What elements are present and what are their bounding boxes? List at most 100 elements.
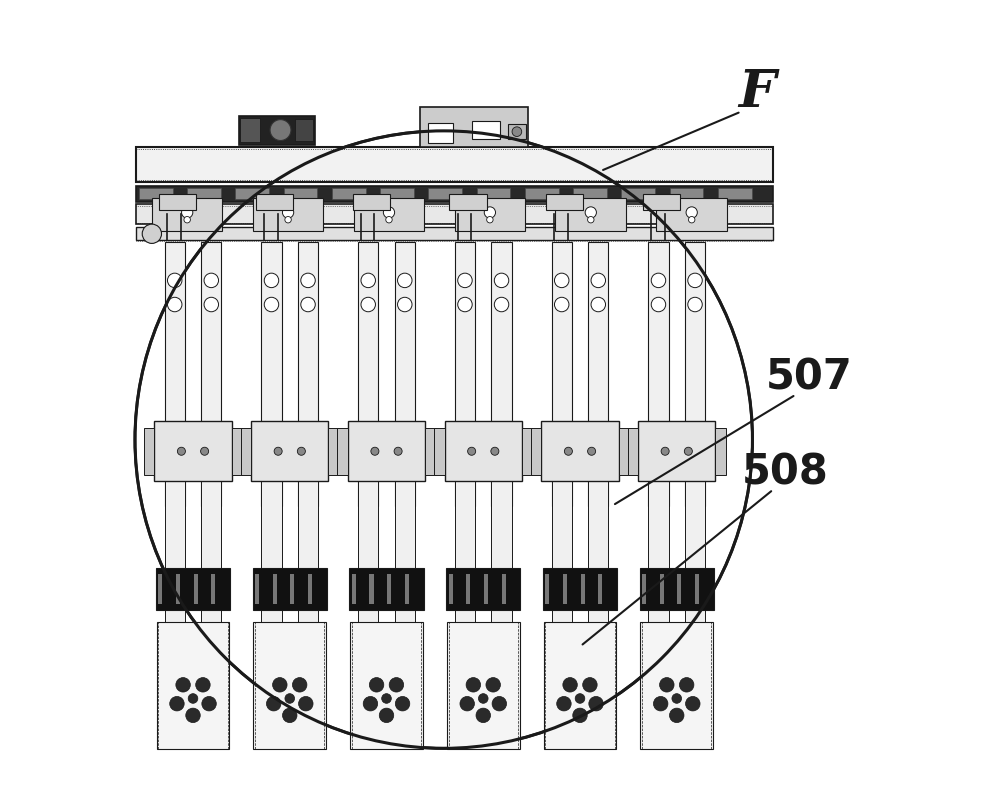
Bar	[455, 606, 475, 634]
Circle shape	[273, 678, 287, 692]
Bar	[350, 622, 423, 749]
Circle shape	[660, 678, 674, 692]
Circle shape	[591, 274, 606, 288]
Bar	[420, 108, 528, 148]
Bar	[261, 606, 282, 634]
Bar	[522, 428, 532, 475]
Circle shape	[167, 274, 182, 288]
Circle shape	[204, 274, 219, 288]
Circle shape	[591, 298, 606, 312]
Circle shape	[285, 694, 295, 703]
Bar	[261, 482, 282, 578]
Circle shape	[585, 207, 596, 219]
Bar	[588, 243, 608, 506]
Bar	[187, 189, 221, 200]
Bar	[428, 124, 453, 144]
Bar	[349, 569, 424, 610]
Bar	[718, 189, 752, 200]
Bar	[380, 189, 414, 200]
Bar	[395, 243, 415, 506]
Bar	[298, 606, 318, 634]
Circle shape	[186, 708, 200, 723]
Bar	[348, 422, 425, 482]
Bar	[648, 606, 669, 634]
Bar	[136, 205, 773, 225]
Circle shape	[588, 217, 594, 224]
Bar	[201, 606, 221, 634]
Bar	[255, 574, 259, 605]
Bar	[543, 569, 617, 610]
Bar	[158, 574, 162, 605]
Bar	[353, 194, 390, 210]
Bar	[434, 428, 445, 475]
Bar	[455, 243, 475, 506]
Bar	[352, 574, 356, 605]
Circle shape	[264, 298, 279, 312]
Bar	[136, 186, 773, 202]
Circle shape	[182, 207, 193, 219]
Bar	[621, 189, 655, 200]
Circle shape	[285, 217, 291, 224]
Circle shape	[670, 708, 684, 723]
Bar	[157, 622, 229, 749]
Bar	[546, 194, 583, 210]
Circle shape	[394, 448, 402, 456]
Bar	[640, 569, 714, 610]
Circle shape	[382, 694, 391, 703]
Bar	[240, 119, 260, 143]
Bar	[239, 116, 315, 145]
Circle shape	[363, 696, 378, 711]
Bar	[253, 622, 326, 749]
Circle shape	[564, 448, 572, 456]
Bar	[449, 194, 487, 210]
Bar	[405, 574, 409, 605]
Bar	[358, 606, 378, 634]
Bar	[484, 574, 488, 605]
Bar	[555, 198, 626, 231]
Circle shape	[177, 448, 185, 456]
Bar	[660, 574, 664, 605]
Bar	[619, 428, 629, 475]
Circle shape	[686, 207, 697, 219]
Bar	[472, 122, 500, 140]
Bar	[369, 574, 374, 605]
Bar	[159, 194, 196, 210]
Bar	[253, 198, 323, 231]
Circle shape	[188, 694, 198, 703]
Bar	[273, 574, 277, 605]
Bar	[455, 482, 475, 578]
Circle shape	[554, 298, 569, 312]
Bar	[152, 198, 222, 231]
Circle shape	[369, 678, 384, 692]
Circle shape	[398, 298, 412, 312]
Bar	[165, 606, 185, 634]
Bar	[642, 574, 646, 605]
Circle shape	[486, 678, 500, 692]
Text: 507: 507	[766, 357, 853, 398]
Circle shape	[466, 678, 481, 692]
Text: 508: 508	[742, 451, 829, 493]
Bar	[211, 574, 215, 605]
Circle shape	[301, 298, 315, 312]
Bar	[156, 569, 230, 610]
Circle shape	[494, 274, 509, 288]
Circle shape	[563, 678, 577, 692]
Circle shape	[688, 274, 702, 288]
Circle shape	[167, 298, 182, 312]
Circle shape	[379, 708, 394, 723]
Bar	[332, 189, 366, 200]
Circle shape	[135, 132, 752, 748]
Circle shape	[661, 448, 669, 456]
Bar	[477, 189, 510, 200]
Bar	[552, 482, 572, 578]
Bar	[241, 428, 251, 475]
Bar	[525, 189, 559, 200]
Circle shape	[458, 298, 472, 312]
Bar	[573, 189, 607, 200]
Bar	[502, 574, 506, 605]
Circle shape	[274, 448, 282, 456]
Bar	[201, 482, 221, 578]
Bar	[588, 482, 608, 578]
Circle shape	[487, 217, 493, 224]
Bar	[253, 569, 327, 610]
